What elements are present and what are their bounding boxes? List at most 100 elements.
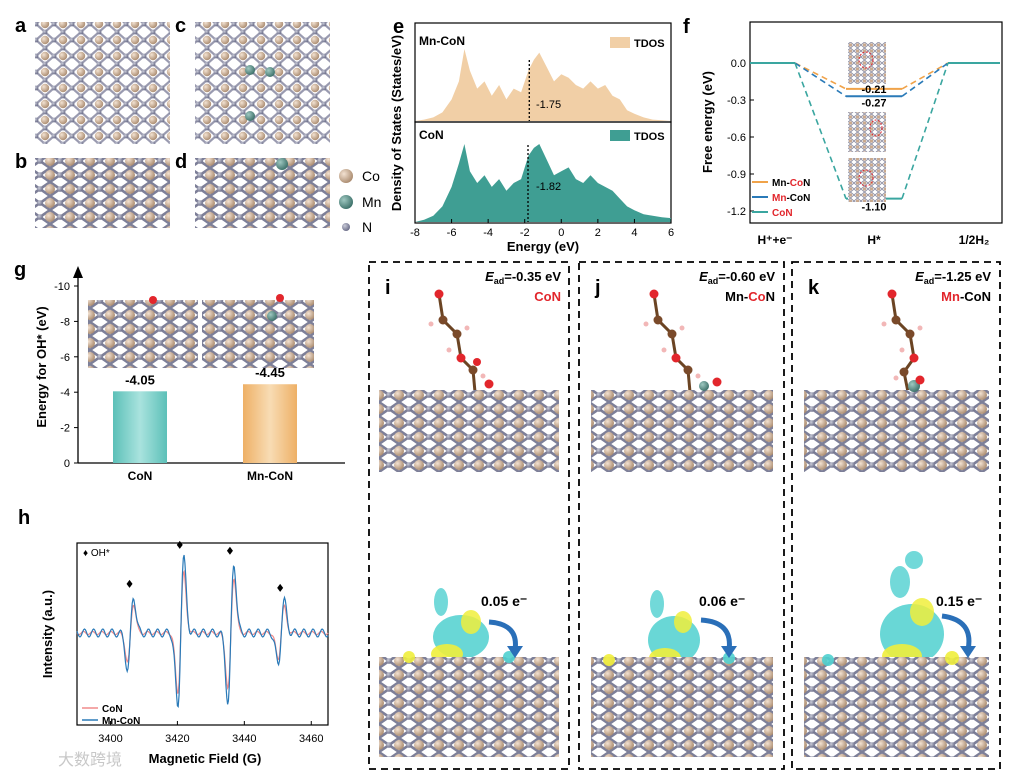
panel-i-transfer-arrow	[488, 619, 518, 651]
g-y-axis-label: Energy for OH* (eV)	[34, 306, 49, 427]
fe-value-con: -1.10	[861, 202, 886, 214]
panel-k: k Ead=-1.25 eV Mn-CoN	[791, 261, 1001, 770]
panel-i-charge: 0.05 e⁻	[481, 593, 527, 609]
bar-con-category: CoN	[128, 469, 153, 483]
inset-con	[848, 158, 886, 202]
panel-label-j: j	[594, 277, 601, 299]
dos-y-axis-label: Density of States (States/eV)	[389, 35, 404, 211]
mn-atom-top-3	[245, 111, 255, 121]
fe-y-tick-label: 0.0	[731, 58, 746, 70]
epr-marker-legend: ♦ OH*	[83, 548, 110, 559]
epr-x-axis-label: Magnetic Field (G)	[149, 751, 262, 766]
fe-y-ticks: 0.0 -0.3 -0.6 -0.9 -1.2	[727, 58, 754, 218]
con-legend-label: TDOS	[634, 131, 665, 143]
panel-j-molecule	[643, 289, 701, 393]
fe-y-tick-label: -1.2	[727, 206, 746, 218]
fe-frame	[749, 21, 1003, 224]
panel-k-ead: Ead=-1.25 eV	[915, 269, 991, 286]
fe-connector	[901, 62, 949, 199]
panel-g-oh-energy: g 0 -2 -4 -6 -8 -10 -4.05 -4.45 CoN Mn-CoN En…	[14, 259, 345, 483]
dos-x-tick-label: -2	[520, 227, 530, 239]
g-y-tick-label: -6	[60, 352, 70, 364]
mn-atom-top-1	[245, 65, 255, 75]
panel-j-mn-atom	[699, 381, 709, 391]
panel-i-molecule	[428, 289, 486, 393]
panel-h-epr: h ♦ OH* CoN Mn-CoN 3400 3420 3440 3460 Magn…	[18, 507, 329, 769]
panel-i-arrow-head	[507, 646, 523, 658]
con-legend-swatch	[610, 130, 630, 141]
epr-peak-marker	[126, 579, 133, 588]
con-top-view	[35, 22, 170, 144]
epr-peak-marker	[226, 546, 233, 555]
con-d-band-value: -1.82	[536, 181, 561, 193]
panel-i-slab-cdd	[379, 657, 559, 757]
panel-i-catalyst: CoN	[534, 289, 561, 304]
epr-peak-markers	[126, 540, 284, 592]
epr-x-tick-label: 3400	[98, 733, 122, 745]
panel-i-frame	[368, 261, 570, 770]
panel-label-b: b	[15, 151, 27, 173]
epr-legend-label-con: CoN	[102, 704, 123, 715]
fe-y-tick-label: -0.9	[727, 169, 746, 181]
mn-con-series-label: Mn-CoN	[419, 34, 465, 48]
panel-k-molecule	[881, 289, 923, 393]
g-y-tick-label: -2	[60, 423, 70, 435]
mn-con-legend-label: TDOS	[634, 38, 665, 50]
mn-con-side-view	[195, 158, 330, 228]
panel-k-charge: 0.15 e⁻	[936, 593, 982, 609]
g-y-tick-label: -8	[60, 316, 70, 328]
panel-label-g: g	[14, 259, 26, 281]
panel-j-charge: 0.06 e⁻	[699, 593, 745, 609]
dos-x-tick-label: 6	[668, 227, 674, 239]
dos-x-axis-label: Energy (eV)	[507, 239, 579, 254]
epr-legend-label-mn-con: Mn-CoN	[102, 716, 140, 727]
mn-con-legend-swatch	[610, 37, 630, 48]
fe-connector	[901, 62, 949, 90]
fe-value-mn-con-mn: -0.27	[861, 97, 886, 109]
fe-connector	[901, 62, 949, 97]
panel-j-arrow-head	[721, 646, 737, 658]
panel-j-catalyst: Mn-CoN	[725, 289, 775, 304]
bar-mn-con	[243, 384, 297, 463]
g-y-tick-label: 0	[64, 458, 70, 470]
g-y-tick-label: -4	[60, 387, 70, 399]
g-y-ticks: 0 -2 -4 -6 -8 -10	[54, 281, 78, 470]
mn-legend-icon	[339, 195, 353, 209]
panel-k-frame	[791, 261, 1001, 770]
inset-highlight-3	[858, 169, 874, 187]
panel-label-i: i	[385, 277, 391, 299]
panel-k-charge-density	[880, 551, 944, 668]
dos-x-tick-label: -8	[410, 227, 420, 239]
fe-legend-label-3: CoN	[772, 208, 793, 219]
panel-label-a: a	[15, 15, 27, 37]
mn-atom-top-2	[265, 67, 275, 77]
panel-j-ead: Ead=-0.60 eV	[699, 269, 775, 286]
dos-bottom-frame	[414, 121, 672, 224]
fe-connector	[794, 62, 847, 97]
epr-con-line	[76, 569, 329, 694]
g-axis-arrow	[73, 266, 83, 278]
panel-i: i Ead=-0.35 eV CoN 0.0	[368, 261, 570, 770]
mn-legend-label: Mn	[362, 194, 381, 210]
bar-mn-con-category: Mn-CoN	[247, 469, 293, 483]
oh-on-con-structure	[88, 300, 198, 368]
panel-k-catalyst: Mn-CoN	[941, 289, 991, 304]
oh-on-mn-con-structure	[202, 300, 314, 368]
oh-o-atom-1	[149, 296, 157, 304]
panel-k-transfer-arrow	[941, 613, 972, 651]
fe-y-axis-label: Free energy (eV)	[700, 71, 715, 173]
panel-f-free-energy: f 0.0-0.3-0.6-0.9-1.2 -0.21 -0.27 -1.10 …	[683, 16, 1003, 247]
atom-legend: Co Mn N	[339, 168, 381, 235]
g-y-tick-label: -10	[54, 281, 70, 293]
con-series-label: CoN	[419, 128, 444, 142]
panel-label-k: k	[808, 277, 820, 299]
fe-legend-label-1: Mn-CoN	[772, 178, 810, 189]
dos-x-tick-label: 4	[631, 227, 637, 239]
panel-k-anchor-o	[915, 375, 925, 385]
panel-i-slab	[379, 390, 559, 472]
fe-legend-label-2: Mn-CoN	[772, 193, 810, 204]
epr-legend: CoN Mn-CoN	[82, 704, 140, 727]
bar-con	[113, 391, 167, 463]
con-side-view	[35, 158, 170, 228]
